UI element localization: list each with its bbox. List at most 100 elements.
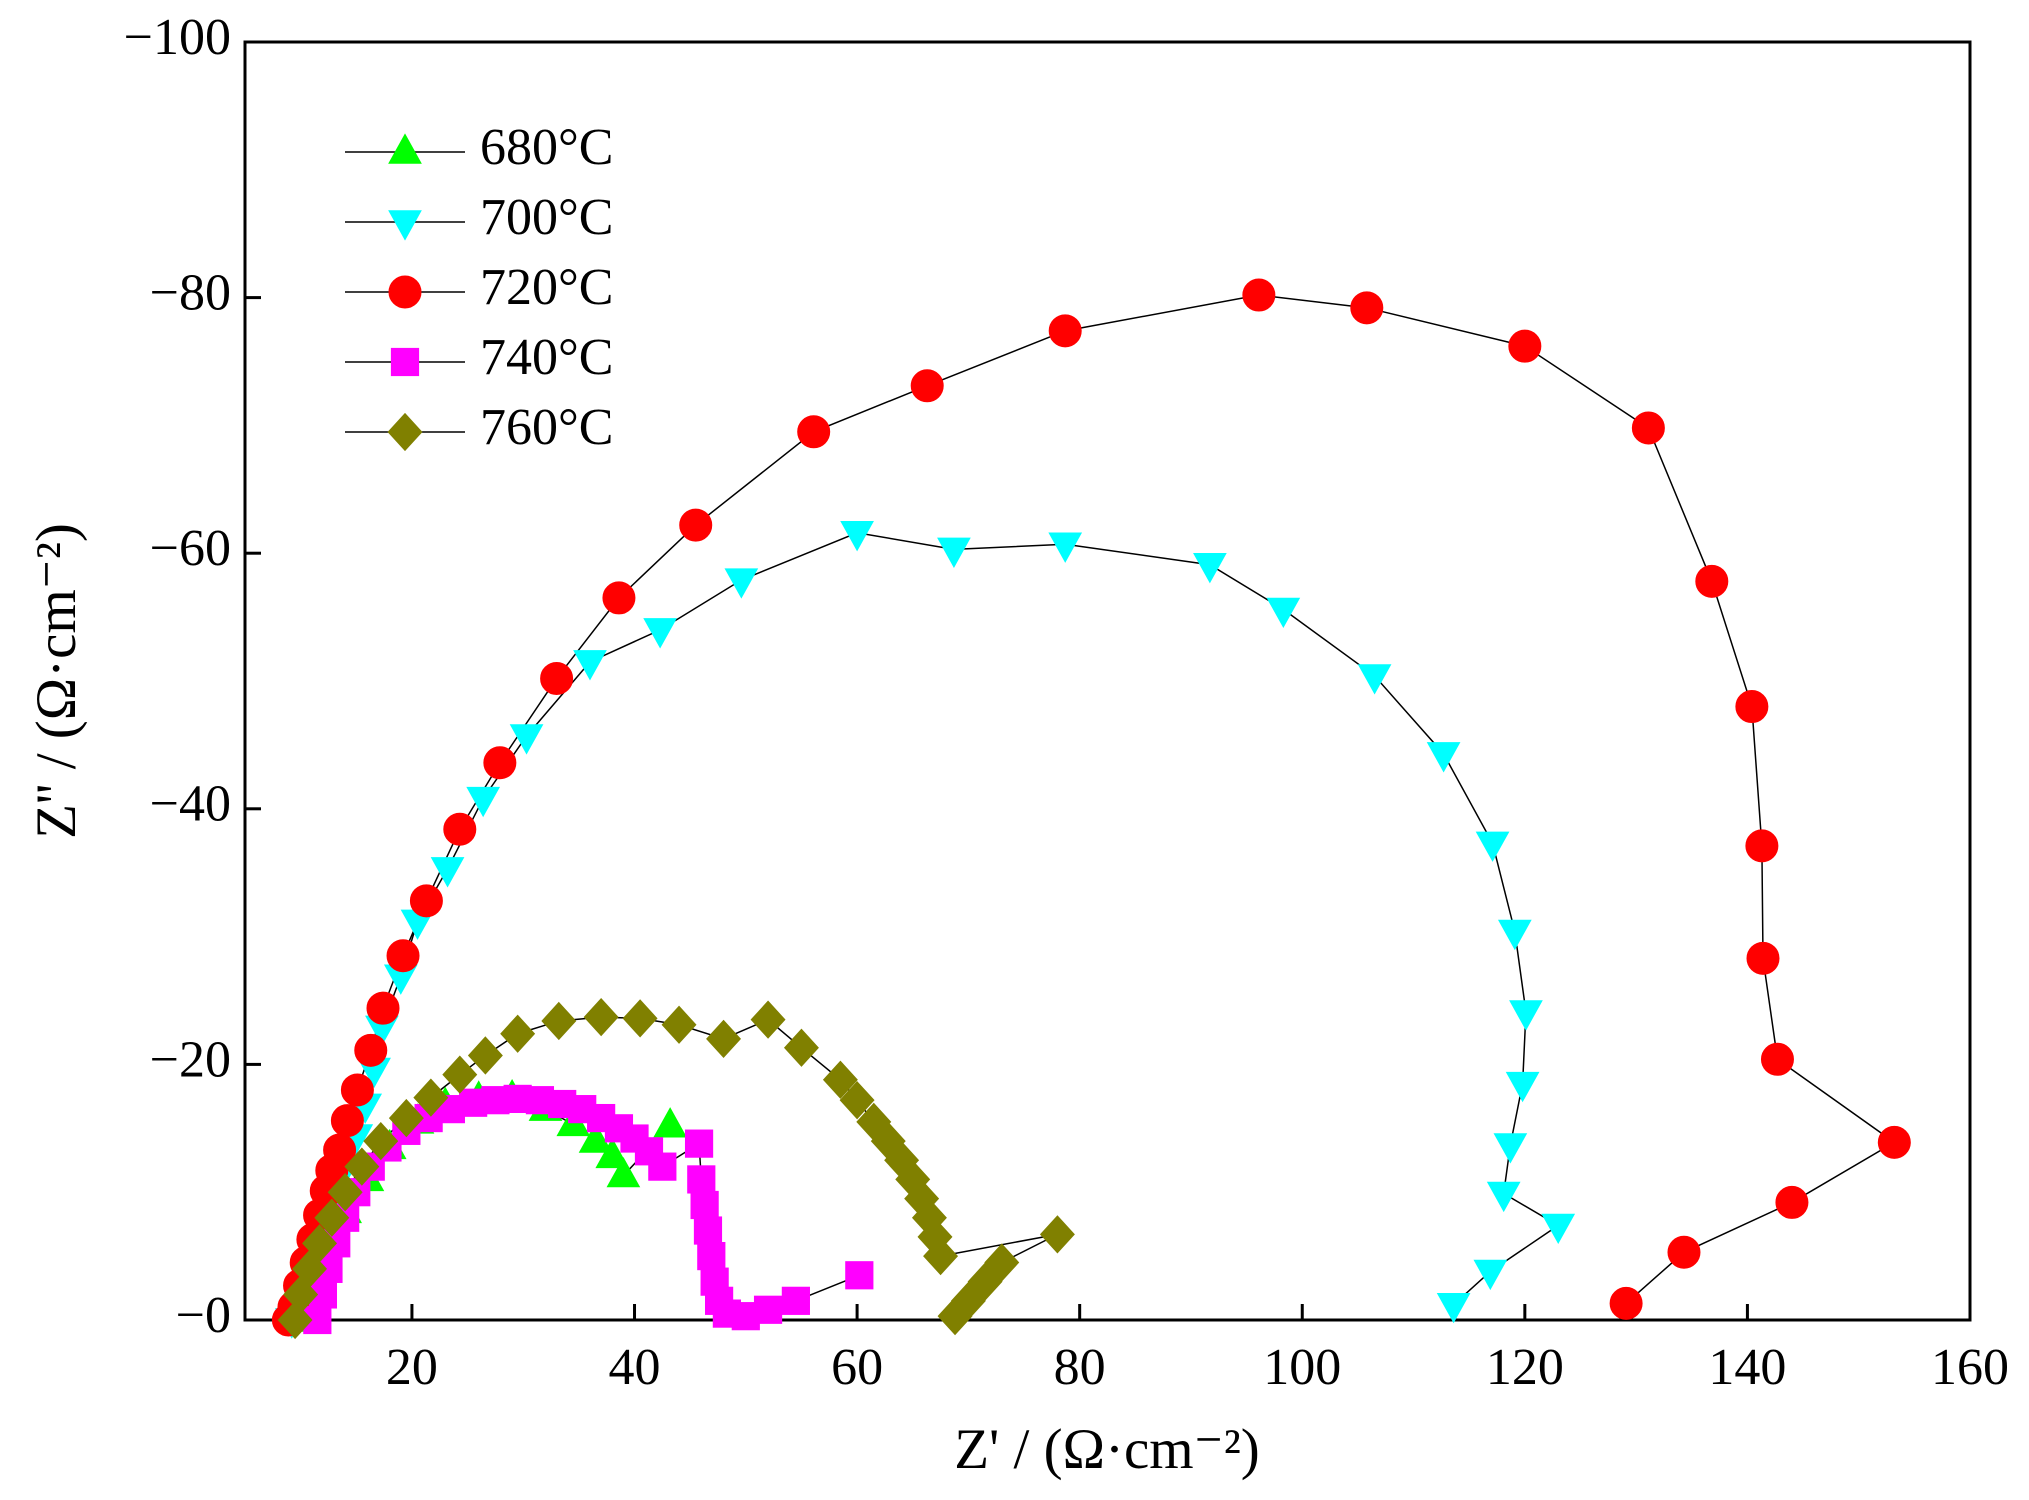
x-tick-label: 60	[831, 1339, 883, 1396]
marker	[1193, 553, 1227, 584]
marker	[1473, 1259, 1508, 1291]
marker	[1497, 919, 1532, 951]
legend-marker	[388, 133, 422, 164]
marker	[690, 1190, 719, 1220]
marker	[1746, 941, 1780, 975]
marker	[541, 1001, 577, 1041]
marker	[693, 1216, 723, 1245]
marker	[583, 997, 619, 1037]
marker	[706, 1019, 742, 1058]
marker	[1475, 831, 1510, 862]
y-tick-label: −40	[150, 776, 231, 833]
marker	[1242, 278, 1276, 312]
marker	[1039, 1215, 1075, 1254]
y-tick-label: −0	[176, 1287, 231, 1344]
y-tick-label: −100	[124, 9, 231, 66]
marker	[388, 1098, 424, 1138]
marker	[602, 581, 636, 615]
marker	[750, 1000, 786, 1039]
y-tick-label: −60	[150, 520, 231, 577]
marker	[409, 884, 443, 918]
marker	[606, 1156, 641, 1188]
marker	[1048, 532, 1083, 563]
marker	[466, 786, 501, 818]
x-tick-label: 140	[1708, 1339, 1786, 1396]
marker	[430, 857, 465, 888]
marker	[1505, 1071, 1540, 1103]
y-tick-label: −20	[150, 1031, 231, 1088]
marker	[1541, 1213, 1576, 1245]
marker	[340, 1073, 374, 1107]
marker	[1486, 1181, 1521, 1213]
marker	[413, 1078, 449, 1117]
marker	[1877, 1125, 1911, 1159]
marker	[1695, 564, 1729, 598]
marker	[1735, 690, 1769, 724]
plot-frame	[243, 40, 1972, 1322]
marker	[500, 1014, 536, 1053]
legend-label: 740°C	[480, 329, 613, 386]
marker	[661, 1005, 697, 1044]
marker	[679, 508, 713, 542]
marker	[923, 1236, 959, 1276]
marker	[302, 1224, 338, 1263]
marker	[1426, 742, 1461, 773]
x-axis-label: Z' / (Ω·cm⁻²)	[954, 1418, 1260, 1481]
marker	[839, 1081, 875, 1120]
marker	[910, 369, 944, 403]
x-tick-label: 120	[1486, 1339, 1564, 1396]
legend-marker	[388, 275, 422, 309]
legend-label: 760°C	[480, 399, 613, 456]
marker	[643, 618, 677, 649]
legend-label: 700°C	[480, 189, 613, 246]
marker	[687, 1165, 716, 1194]
x-tick-label: 40	[609, 1339, 661, 1396]
marker	[540, 661, 574, 695]
marker	[277, 1300, 313, 1340]
legend-label: 680°C	[480, 119, 613, 176]
marker	[781, 1286, 810, 1315]
marker	[1609, 1286, 1643, 1320]
x-tick-label: 160	[1931, 1339, 2009, 1396]
marker	[366, 991, 400, 1025]
marker	[442, 1055, 478, 1094]
marker	[443, 812, 477, 846]
marker	[578, 1122, 613, 1153]
marker	[1436, 1292, 1471, 1324]
marker	[467, 1036, 503, 1075]
marker	[344, 1147, 380, 1186]
marker	[314, 1198, 350, 1237]
marker	[386, 939, 420, 973]
marker	[684, 1129, 714, 1158]
x-tick-label: 20	[386, 1339, 438, 1396]
marker	[1350, 291, 1384, 325]
marker	[822, 1060, 858, 1099]
legend-marker	[387, 412, 423, 452]
marker	[697, 1242, 726, 1271]
marker	[1631, 411, 1665, 445]
x-tick-label: 100	[1263, 1339, 1341, 1396]
marker	[937, 537, 971, 568]
marker	[653, 1107, 687, 1138]
marker	[1509, 1000, 1543, 1031]
marker	[724, 568, 759, 599]
marker	[1266, 597, 1301, 629]
marker	[1760, 1042, 1794, 1076]
legend-label: 720°C	[480, 259, 613, 316]
marker	[845, 1261, 874, 1290]
marker	[648, 1152, 677, 1181]
y-tick-label: −80	[150, 265, 231, 322]
legend-marker	[388, 210, 422, 241]
marker	[330, 1104, 364, 1138]
marker	[363, 1121, 399, 1161]
marker	[1775, 1185, 1809, 1219]
marker	[1048, 314, 1082, 348]
marker	[1667, 1235, 1701, 1269]
marker	[1745, 829, 1779, 863]
marker	[840, 521, 874, 552]
marker	[937, 1297, 973, 1336]
marker	[292, 1249, 328, 1289]
marker	[1508, 329, 1542, 363]
marker	[573, 650, 607, 681]
